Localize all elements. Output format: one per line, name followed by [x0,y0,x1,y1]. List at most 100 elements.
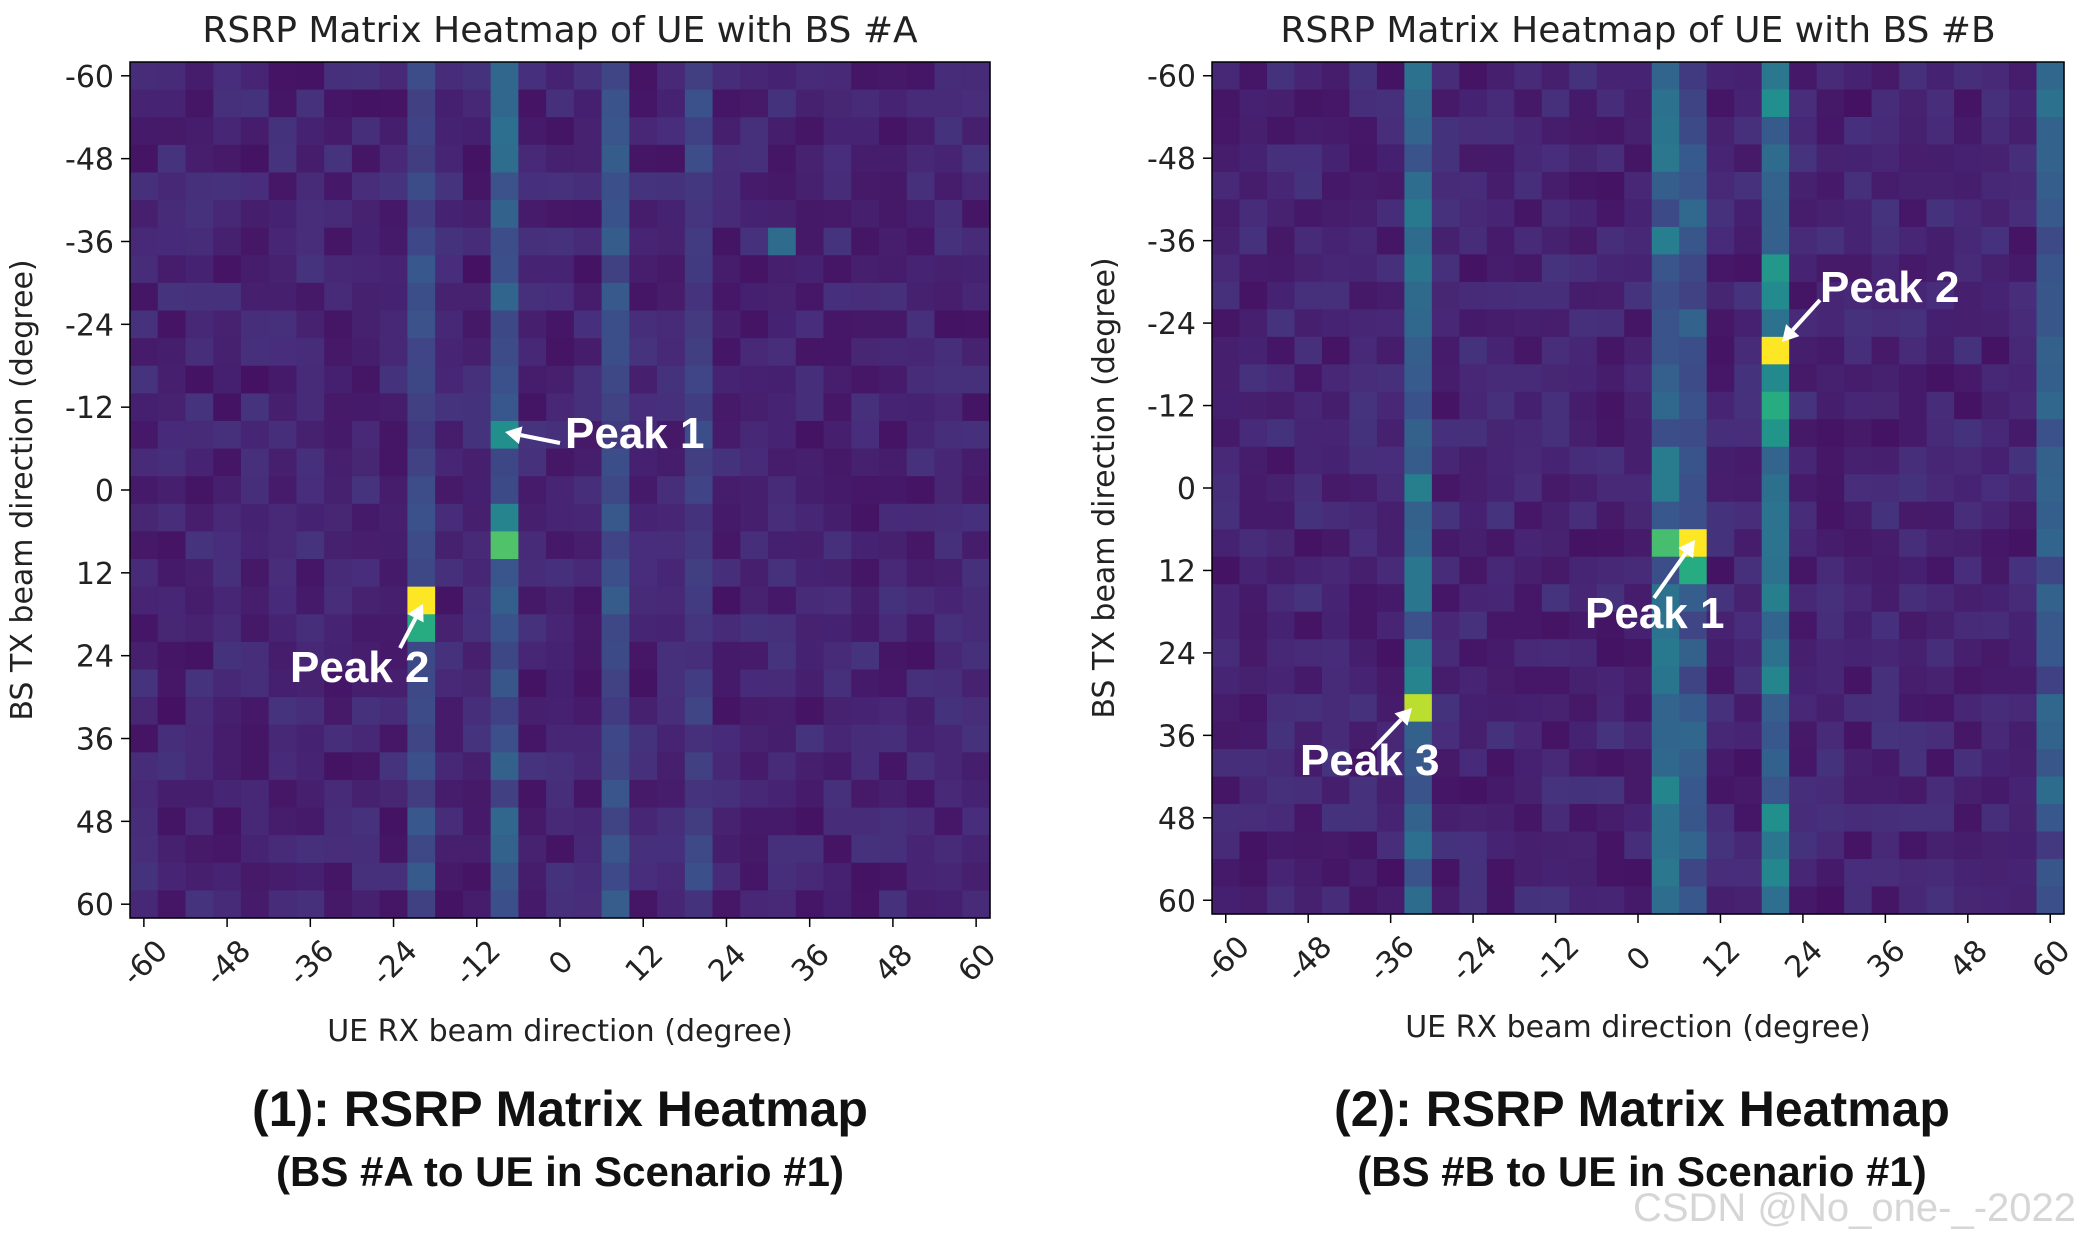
heatmap-cell [1459,254,1488,283]
heatmap-cell [240,752,270,781]
heatmap-cell [351,227,381,256]
heatmap-cell [1541,446,1570,475]
heatmap-cell [296,476,325,505]
heatmap-cell [296,559,325,588]
heatmap-cell [1954,62,1983,91]
heatmap-cell [1569,254,1598,283]
heatmap-cell [1734,776,1763,805]
heatmap-cell [213,255,242,284]
heatmap-cell [379,62,409,91]
heatmap-cell [1294,501,1323,530]
heatmap-cell [1844,859,1873,888]
heatmap-cell [1844,364,1873,393]
heatmap-cell [240,641,270,671]
heatmap-cell [768,420,797,450]
heatmap-cell [1706,391,1735,420]
heatmap-cell [1486,254,1515,283]
heatmap-cell [601,531,630,560]
heatmap-cell [130,807,159,836]
heatmap-cell [296,862,325,891]
heatmap-cell [407,890,436,919]
heatmap-cell [1651,611,1680,640]
heatmap-cell [1376,62,1405,91]
heatmap-cell [1789,556,1818,585]
heatmap-cell [462,89,492,118]
heatmap-cell [795,752,825,781]
heatmap-cell [1679,584,1708,613]
heatmap-cell [462,448,492,477]
heatmap-cell [1212,666,1241,695]
chart-title: RSRP Matrix Heatmap of UE with BS #A [202,10,918,51]
heatmap-cell [2009,501,2038,530]
heatmap-cell [657,255,686,284]
heatmap-cell [1239,831,1268,860]
heatmap-cell [1871,584,1900,613]
heatmap-cell [768,835,797,864]
heatmap-cell [657,117,686,146]
heatmap-cell [1514,474,1543,503]
heatmap-cell [1844,89,1873,118]
heatmap-cell [684,365,714,394]
heatmap-cell [240,144,270,174]
heatmap-cell [1789,694,1818,723]
y-tick-label: -48 [65,143,114,178]
heatmap-cell [1541,831,1570,860]
heatmap-cell [1706,474,1735,503]
heatmap-cell [1981,226,2010,255]
heatmap-cell [1239,116,1268,146]
heatmap-cell [268,807,298,836]
heatmap-cell [934,393,963,422]
heatmap-cell [1706,62,1735,91]
heatmap-cell [1816,419,1845,448]
heatmap-cell [601,227,630,256]
heatmap-cell [518,697,547,726]
heatmap-cell [2036,226,2065,255]
heatmap-cell [740,779,769,809]
heatmap-cell [1514,529,1543,558]
heatmap-cell [324,503,353,533]
heatmap-cell [1679,859,1708,888]
heatmap-cell [601,779,630,809]
heatmap-cell [1981,391,2010,420]
heatmap-cell [851,310,880,339]
heatmap-cell [1541,254,1570,283]
heatmap-cell [2036,89,2065,118]
heatmap-cell [1816,584,1845,613]
heatmap-cell [1212,721,1241,750]
heatmap-cell [546,503,575,533]
heatmap-cell [130,614,159,643]
heatmap-cell [546,724,575,753]
y-tick-label: 60 [76,888,114,923]
heatmap-cell [2036,116,2065,146]
heatmap-cell [1349,281,1378,310]
heatmap-cell [879,200,908,229]
heatmap-cell [1734,171,1763,201]
heatmap-cell [518,779,547,809]
heatmap-cell [1321,199,1351,228]
heatmap-cell [740,669,769,698]
heatmap-cell [906,503,936,533]
heatmap-cell [1239,226,1268,255]
heatmap-cell [351,641,381,671]
heatmap-cell [1431,721,1460,750]
heatmap-cell [573,890,603,919]
heatmap-cell [1459,611,1488,640]
heatmap-cell [130,669,159,698]
heatmap-cell [157,255,187,284]
heatmap-cell [768,503,797,533]
heatmap-cell [130,559,159,588]
heatmap-cell [1294,584,1323,613]
heatmap-cell [1981,611,2010,640]
heatmap-cell [573,779,603,809]
heatmap-cell [462,117,492,146]
heatmap-cell [518,586,547,615]
heatmap-cell [1844,199,1873,228]
heatmap-cell [629,365,658,394]
heatmap-cell [1239,501,1268,530]
heatmap-cell [1706,226,1735,255]
heatmap-cell [1679,776,1708,805]
heatmap-cell [213,835,242,864]
heatmap-cell [879,172,908,201]
heatmap-cell [1239,859,1268,888]
heatmap-cell [1212,501,1241,530]
